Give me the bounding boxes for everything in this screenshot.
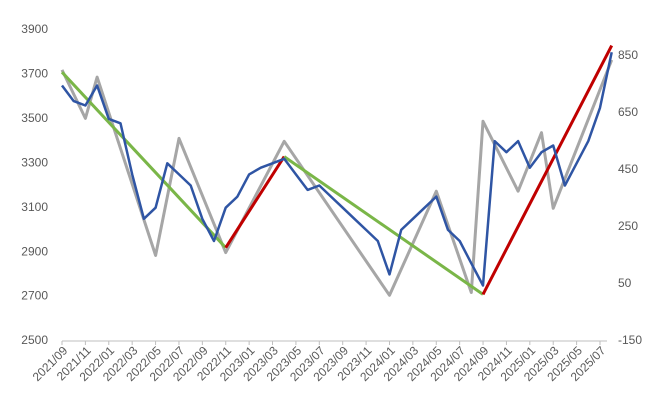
index-line	[60, 51, 613, 287]
y-tick-label: 3900	[21, 22, 48, 36]
y2-tick-label: 450	[618, 162, 638, 176]
y2-tick-label: 50	[618, 276, 632, 290]
y2-tick-label: 650	[618, 105, 638, 119]
trend-line	[224, 155, 286, 249]
y-tick-label: 2700	[21, 289, 48, 303]
trend-line	[481, 44, 614, 296]
y-tick-label: 3500	[21, 111, 48, 125]
y2-tick-label: 250	[618, 219, 638, 233]
y2-tick-label: -150	[618, 333, 642, 347]
y-tick-label: 3300	[21, 155, 48, 169]
y-tick-label: 2900	[21, 244, 48, 258]
y-tick-label: 2500	[21, 333, 48, 347]
y2-tick-label: 850	[618, 48, 638, 62]
trend-line	[60, 71, 227, 249]
y-tick-label: 3700	[21, 67, 48, 81]
y-tick-label: 3100	[21, 200, 48, 214]
trend-line	[283, 155, 484, 296]
zigzag-line	[60, 59, 614, 297]
